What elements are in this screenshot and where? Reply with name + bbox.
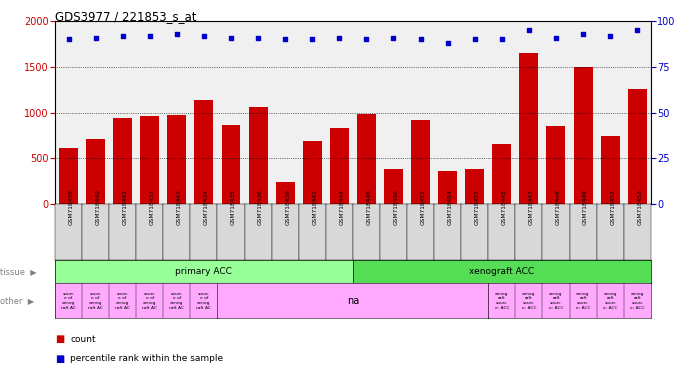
Text: GSM718451: GSM718451 <box>420 189 425 225</box>
Point <box>63 36 74 43</box>
Text: ■: ■ <box>55 334 64 344</box>
Point <box>388 35 399 41</box>
Text: sourc
e of
xenog
raft AC: sourc e of xenog raft AC <box>88 292 103 310</box>
Text: GSM718441: GSM718441 <box>313 189 317 225</box>
Text: GSM718453: GSM718453 <box>638 189 642 225</box>
Text: tissue  ▶: tissue ▶ <box>0 267 37 276</box>
Bar <box>574 67 592 204</box>
Point <box>280 36 291 43</box>
Text: GSM718454: GSM718454 <box>448 189 452 225</box>
Point <box>551 35 562 41</box>
Text: GSM718439: GSM718439 <box>285 189 290 225</box>
Text: GSM718452: GSM718452 <box>610 189 615 225</box>
Text: GSM718443: GSM718443 <box>177 189 182 225</box>
Text: ■: ■ <box>55 354 64 364</box>
Bar <box>330 128 349 204</box>
Text: primary ACC: primary ACC <box>175 267 232 276</box>
Bar <box>276 182 294 204</box>
Bar <box>438 171 457 204</box>
Point <box>361 36 372 43</box>
Text: GSM718442: GSM718442 <box>122 189 127 225</box>
Text: GSM718438: GSM718438 <box>68 189 74 225</box>
Bar <box>167 114 187 204</box>
Text: sourc
e of
xenog
raft AC: sourc e of xenog raft AC <box>61 292 76 310</box>
Point <box>496 36 507 43</box>
Text: GSM718437: GSM718437 <box>150 189 155 225</box>
Bar <box>86 139 105 204</box>
Bar <box>59 147 78 204</box>
Bar <box>546 126 565 204</box>
Bar <box>113 118 132 204</box>
Text: GDS3977 / 221853_s_at: GDS3977 / 221853_s_at <box>55 10 196 23</box>
Point <box>226 35 237 41</box>
Text: GSM718449: GSM718449 <box>583 189 588 225</box>
Text: GSM718435: GSM718435 <box>231 189 236 225</box>
Text: count: count <box>70 335 96 344</box>
Text: xenog
raft
sourc
e: ACC: xenog raft sourc e: ACC <box>521 292 536 310</box>
Point <box>117 33 128 39</box>
Text: xenog
raft
sourc
e: ACC: xenog raft sourc e: ACC <box>630 292 644 310</box>
Text: percentile rank within the sample: percentile rank within the sample <box>70 354 223 363</box>
Bar <box>303 141 322 204</box>
Point <box>198 33 209 39</box>
Bar <box>384 169 403 204</box>
Point <box>171 31 182 37</box>
Bar <box>492 144 512 204</box>
Text: xenog
raft
sourc
e: ACC: xenog raft sourc e: ACC <box>576 292 590 310</box>
Bar <box>221 125 241 204</box>
Text: xenog
raft
sourc
e: ACC: xenog raft sourc e: ACC <box>603 292 617 310</box>
Text: sourc
e of
xenog
raft AC: sourc e of xenog raft AC <box>196 292 212 310</box>
Text: GSM718440: GSM718440 <box>95 189 101 225</box>
Bar <box>465 169 484 204</box>
Point <box>90 35 101 41</box>
Bar <box>601 136 619 204</box>
Text: GSM718450: GSM718450 <box>393 189 399 225</box>
Point <box>523 27 535 33</box>
Point <box>415 36 426 43</box>
Text: xenog
raft
sourc
e: ACC: xenog raft sourc e: ACC <box>548 292 563 310</box>
Point <box>307 36 318 43</box>
Point <box>253 35 264 41</box>
Bar <box>194 100 214 204</box>
Point <box>442 40 453 46</box>
Bar <box>141 116 159 204</box>
Point <box>578 31 589 37</box>
Text: na: na <box>347 296 359 306</box>
Text: GSM718447: GSM718447 <box>529 189 534 225</box>
Point <box>469 36 480 43</box>
Text: xenograft ACC: xenograft ACC <box>469 267 535 276</box>
Point <box>144 33 155 39</box>
Text: sourc
e of
xenog
raft AC: sourc e of xenog raft AC <box>142 292 157 310</box>
Text: GSM718444: GSM718444 <box>340 189 345 225</box>
Bar <box>411 120 430 204</box>
Text: GSM718436: GSM718436 <box>258 189 263 225</box>
Text: GSM718448: GSM718448 <box>556 189 561 225</box>
Text: GSM718434: GSM718434 <box>204 189 209 225</box>
Bar <box>519 53 539 204</box>
Bar <box>628 89 647 204</box>
Text: other  ▶: other ▶ <box>0 296 34 305</box>
Text: GSM718446: GSM718446 <box>366 189 372 225</box>
Bar <box>248 107 267 204</box>
Point <box>334 35 345 41</box>
Text: GSM718455: GSM718455 <box>475 189 480 225</box>
Text: sourc
e of
xenog
raft AC: sourc e of xenog raft AC <box>116 292 130 310</box>
Point <box>605 33 616 39</box>
Point <box>632 27 643 33</box>
Text: sourc
e of
xenog
raft AC: sourc e of xenog raft AC <box>169 292 184 310</box>
Text: GSM718445: GSM718445 <box>502 189 507 225</box>
Bar <box>357 114 376 204</box>
Text: xenog
raft
sourc
e: ACC: xenog raft sourc e: ACC <box>495 292 509 310</box>
